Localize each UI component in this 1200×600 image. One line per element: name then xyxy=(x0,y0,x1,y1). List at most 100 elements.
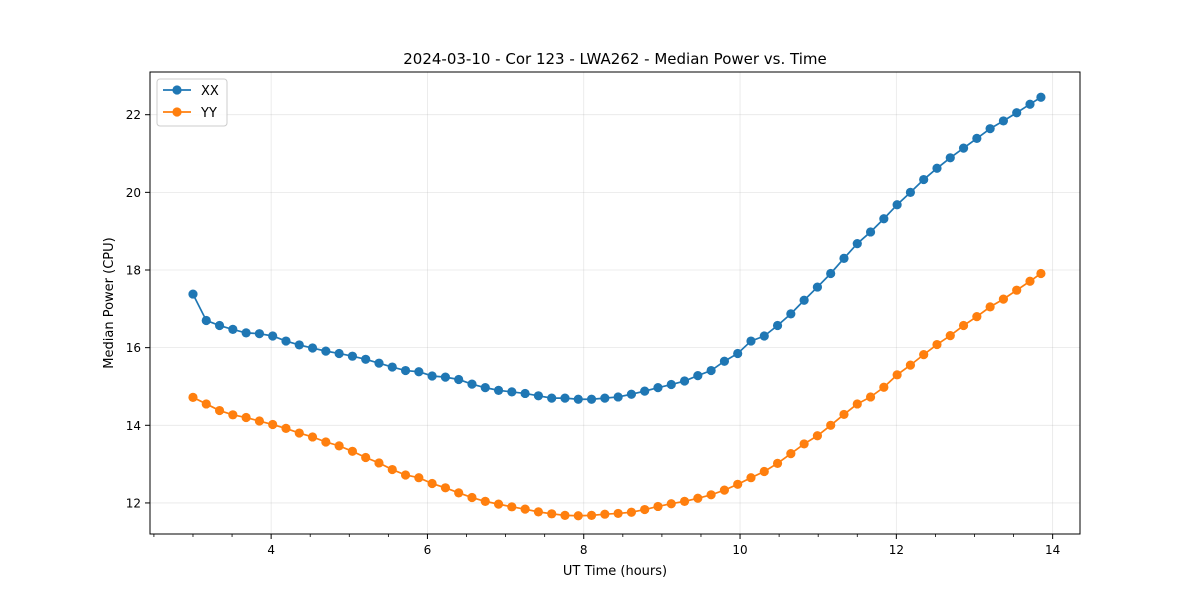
data-point-yy xyxy=(693,493,703,503)
x-tick-label: 4 xyxy=(267,543,275,557)
data-point-yy xyxy=(361,452,371,463)
data-point-xx xyxy=(560,393,570,403)
data-point-yy xyxy=(1036,268,1046,279)
data-point-xx xyxy=(347,351,358,361)
data-point-xx xyxy=(653,383,663,393)
data-point-yy xyxy=(879,382,889,392)
data-point-xx xyxy=(427,371,437,381)
legend-marker-xx xyxy=(172,85,182,95)
data-point-yy xyxy=(427,478,437,489)
data-point-yy xyxy=(493,499,504,509)
data-point-xx xyxy=(693,371,703,381)
data-point-xx xyxy=(759,331,769,341)
data-point-yy xyxy=(905,360,916,370)
data-point-xx xyxy=(666,379,676,390)
data-point-xx xyxy=(945,153,955,163)
data-point-yy xyxy=(321,437,331,447)
data-point-xx xyxy=(241,328,251,338)
data-point-yy xyxy=(241,412,251,423)
data-point-xx xyxy=(361,354,371,364)
data-point-yy xyxy=(307,432,318,442)
data-point-xx xyxy=(533,391,544,401)
data-point-yy xyxy=(520,504,530,514)
data-point-yy xyxy=(1025,276,1035,286)
data-point-xx xyxy=(613,392,623,402)
data-point-yy xyxy=(998,294,1009,304)
data-point-xx xyxy=(188,289,198,299)
legend-label-xx: XX xyxy=(201,84,219,99)
y-tick-label: 12 xyxy=(126,496,141,510)
data-point-xx xyxy=(387,362,397,372)
data-point-yy xyxy=(719,485,730,495)
data-point-yy xyxy=(759,466,769,477)
data-point-xx xyxy=(919,174,929,185)
data-point-yy xyxy=(852,399,862,409)
data-point-yy xyxy=(839,409,849,420)
data-point-xx xyxy=(294,340,304,350)
data-point-yy xyxy=(826,420,836,430)
grid-layer xyxy=(150,72,1080,534)
data-point-xx xyxy=(201,315,211,326)
data-point-xx xyxy=(520,388,530,399)
data-point-xx xyxy=(626,389,637,399)
data-point-xx xyxy=(414,367,424,377)
data-point-xx xyxy=(454,374,464,385)
data-point-yy xyxy=(480,496,490,506)
data-point-yy xyxy=(254,416,265,426)
data-point-yy xyxy=(932,339,942,350)
data-point-xx xyxy=(706,365,716,376)
data-point-yy xyxy=(865,392,876,402)
data-point-yy xyxy=(400,470,411,480)
data-point-yy xyxy=(560,510,570,520)
data-point-yy xyxy=(679,496,690,506)
data-point-yy xyxy=(892,370,902,380)
y-axis: 12 14 16 18 20 22 xyxy=(126,108,150,510)
data-point-xx xyxy=(719,356,730,366)
data-point-yy xyxy=(573,511,583,521)
chart-title: 2024-03-10 - Cor 123 - LWA262 - Median P… xyxy=(403,50,827,68)
data-point-xx xyxy=(493,385,504,395)
data-point-yy xyxy=(294,428,304,438)
data-point-yy xyxy=(613,508,623,519)
data-point-xx xyxy=(334,348,344,359)
data-point-yy xyxy=(985,302,995,312)
data-point-xx xyxy=(467,379,477,389)
data-point-yy xyxy=(507,502,517,512)
data-point-yy xyxy=(201,399,211,409)
data-point-xx xyxy=(1012,108,1022,118)
x-tick-label: 8 xyxy=(580,543,588,557)
data-point-xx xyxy=(958,143,969,153)
data-point-yy xyxy=(214,405,225,416)
legend-marker-yy xyxy=(172,107,182,117)
data-point-yy xyxy=(1012,285,1022,295)
data-point-yy xyxy=(467,492,477,503)
x-tick-label: 6 xyxy=(424,543,432,557)
data-point-yy xyxy=(387,464,397,475)
x-axis-label: UT Time (hours) xyxy=(563,564,667,579)
data-point-xx xyxy=(228,324,238,334)
data-point-xx xyxy=(214,320,225,331)
data-point-xx xyxy=(679,376,690,386)
data-point-xx xyxy=(1025,99,1035,109)
data-point-yy xyxy=(919,350,929,360)
data-point-yy xyxy=(706,490,716,500)
data-point-xx xyxy=(400,365,411,376)
data-point-yy xyxy=(972,311,982,322)
data-point-yy xyxy=(347,446,358,456)
data-point-xx xyxy=(374,358,384,368)
data-point-yy xyxy=(786,449,796,459)
y-axis-label: Median Power (CPU) xyxy=(102,237,117,368)
data-point-xx xyxy=(985,124,995,134)
data-point-xx xyxy=(839,253,849,263)
data-point-xx xyxy=(865,227,876,237)
data-point-xx xyxy=(826,268,836,279)
y-tick-label: 18 xyxy=(126,264,141,278)
y-tick-label: 22 xyxy=(126,108,141,122)
data-point-xx xyxy=(268,331,278,341)
legend: XX YY xyxy=(156,78,228,127)
data-point-xx xyxy=(547,393,557,403)
data-point-xx xyxy=(799,295,809,305)
data-point-xx xyxy=(573,394,583,404)
data-point-yy xyxy=(945,331,955,341)
